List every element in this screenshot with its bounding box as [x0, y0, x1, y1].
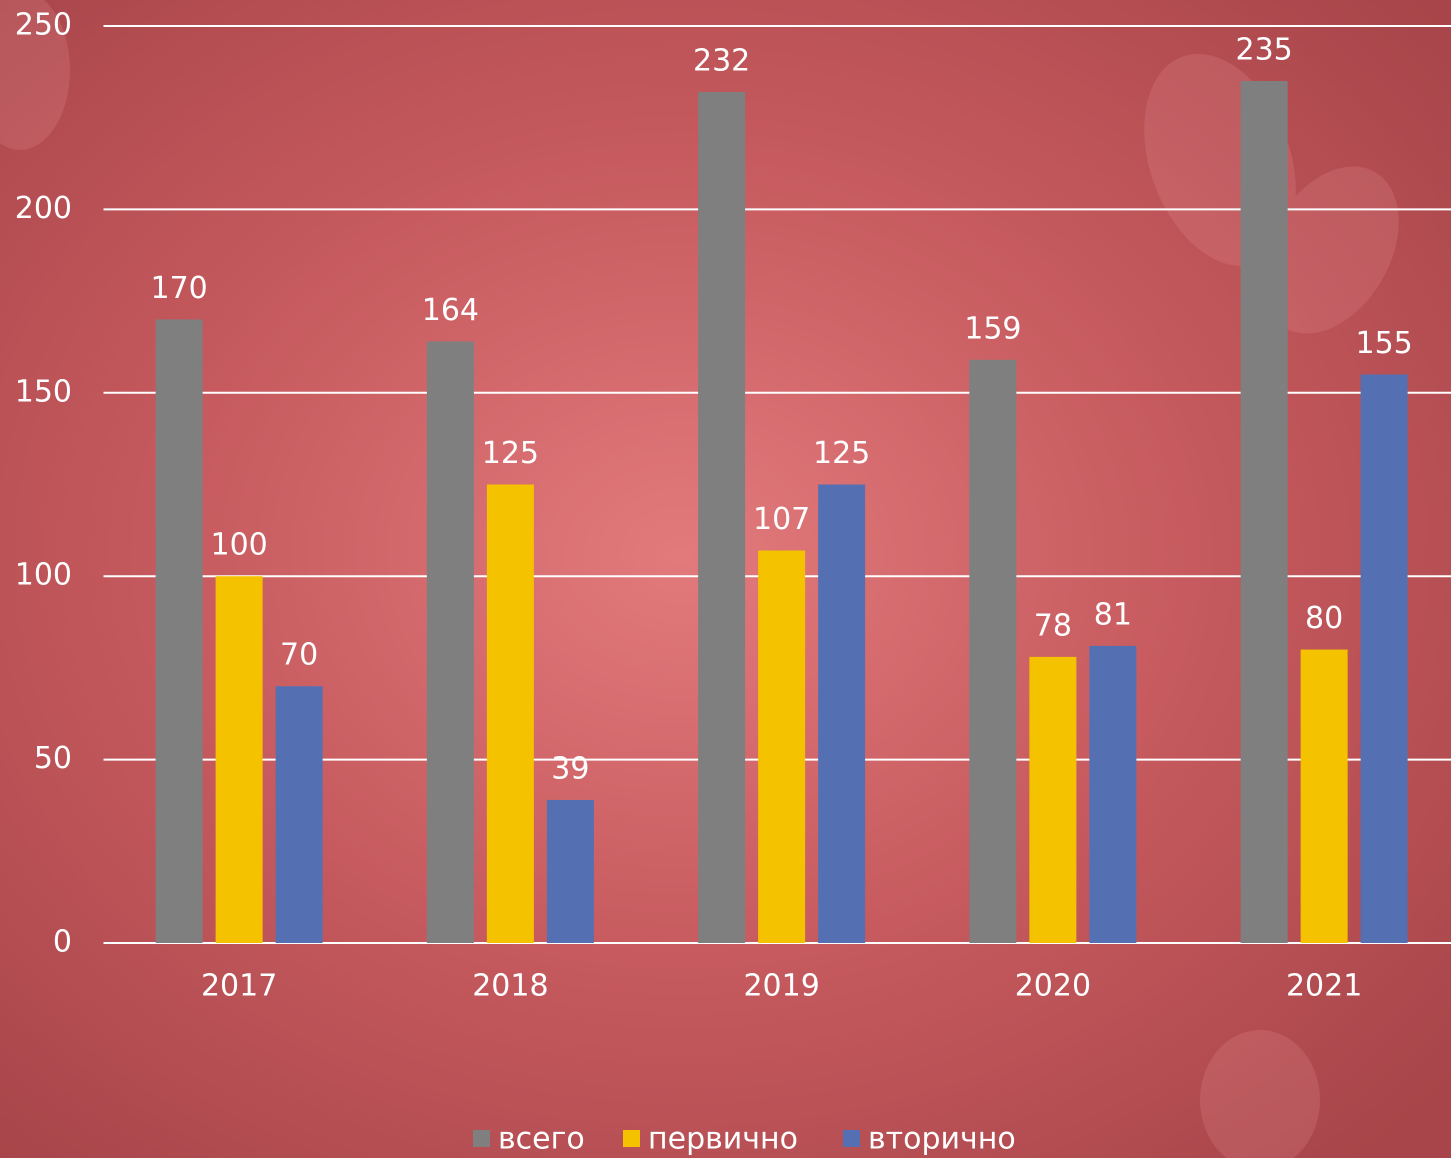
value-label: 232 [693, 44, 750, 79]
legend-swatch [473, 1130, 490, 1147]
y-tick-label: 50 [34, 741, 72, 776]
bar [698, 92, 745, 943]
bar [547, 800, 594, 943]
value-label: 70 [280, 638, 318, 673]
x-tick-label: 2019 [743, 969, 819, 1004]
legend-label: первично [648, 1122, 798, 1157]
x-tick-label: 2017 [201, 969, 277, 1004]
legend-swatch [843, 1130, 860, 1147]
value-label: 235 [1235, 33, 1292, 68]
value-label: 80 [1305, 601, 1343, 636]
y-tick-label: 150 [15, 374, 72, 409]
bar [758, 551, 805, 943]
y-tick-label: 250 [15, 8, 72, 43]
page: 0 50 100 150 200 250 2017 170 100 70 2018 164 125 39 2… [0, 0, 1451, 1158]
x-tick-label: 2021 [1286, 969, 1362, 1004]
x-tick-label: 2018 [472, 969, 548, 1004]
legend-swatch [623, 1130, 640, 1147]
bar [1241, 81, 1288, 943]
y-tick-label: 200 [15, 191, 72, 226]
value-label: 81 [1094, 597, 1132, 632]
bar [156, 319, 203, 943]
bar [1361, 374, 1408, 943]
x-tick-label: 2020 [1015, 969, 1091, 1004]
bar [1029, 657, 1076, 943]
bar [427, 341, 474, 943]
bar [969, 360, 1016, 943]
value-label: 125 [813, 436, 870, 471]
value-label: 125 [482, 436, 539, 471]
value-label: 159 [964, 311, 1021, 346]
bar [216, 576, 263, 943]
bar [487, 485, 534, 944]
chart: 0 50 100 150 200 250 2017 170 100 70 2018 164 125 39 2… [0, 0, 1451, 1158]
value-label: 39 [551, 751, 589, 786]
legend-label: вторично [868, 1122, 1016, 1157]
y-tick-label: 0 [53, 925, 72, 960]
bar [1089, 646, 1136, 943]
value-label: 107 [753, 502, 810, 537]
value-label: 164 [422, 293, 479, 328]
y-tick-label: 100 [15, 558, 72, 593]
bar [818, 485, 865, 944]
bar [1301, 650, 1348, 943]
legend-label: всего [498, 1122, 585, 1157]
value-label: 155 [1355, 326, 1412, 361]
value-label: 100 [210, 528, 267, 563]
bar [276, 686, 323, 943]
value-label: 170 [150, 271, 207, 306]
value-label: 78 [1034, 608, 1072, 643]
